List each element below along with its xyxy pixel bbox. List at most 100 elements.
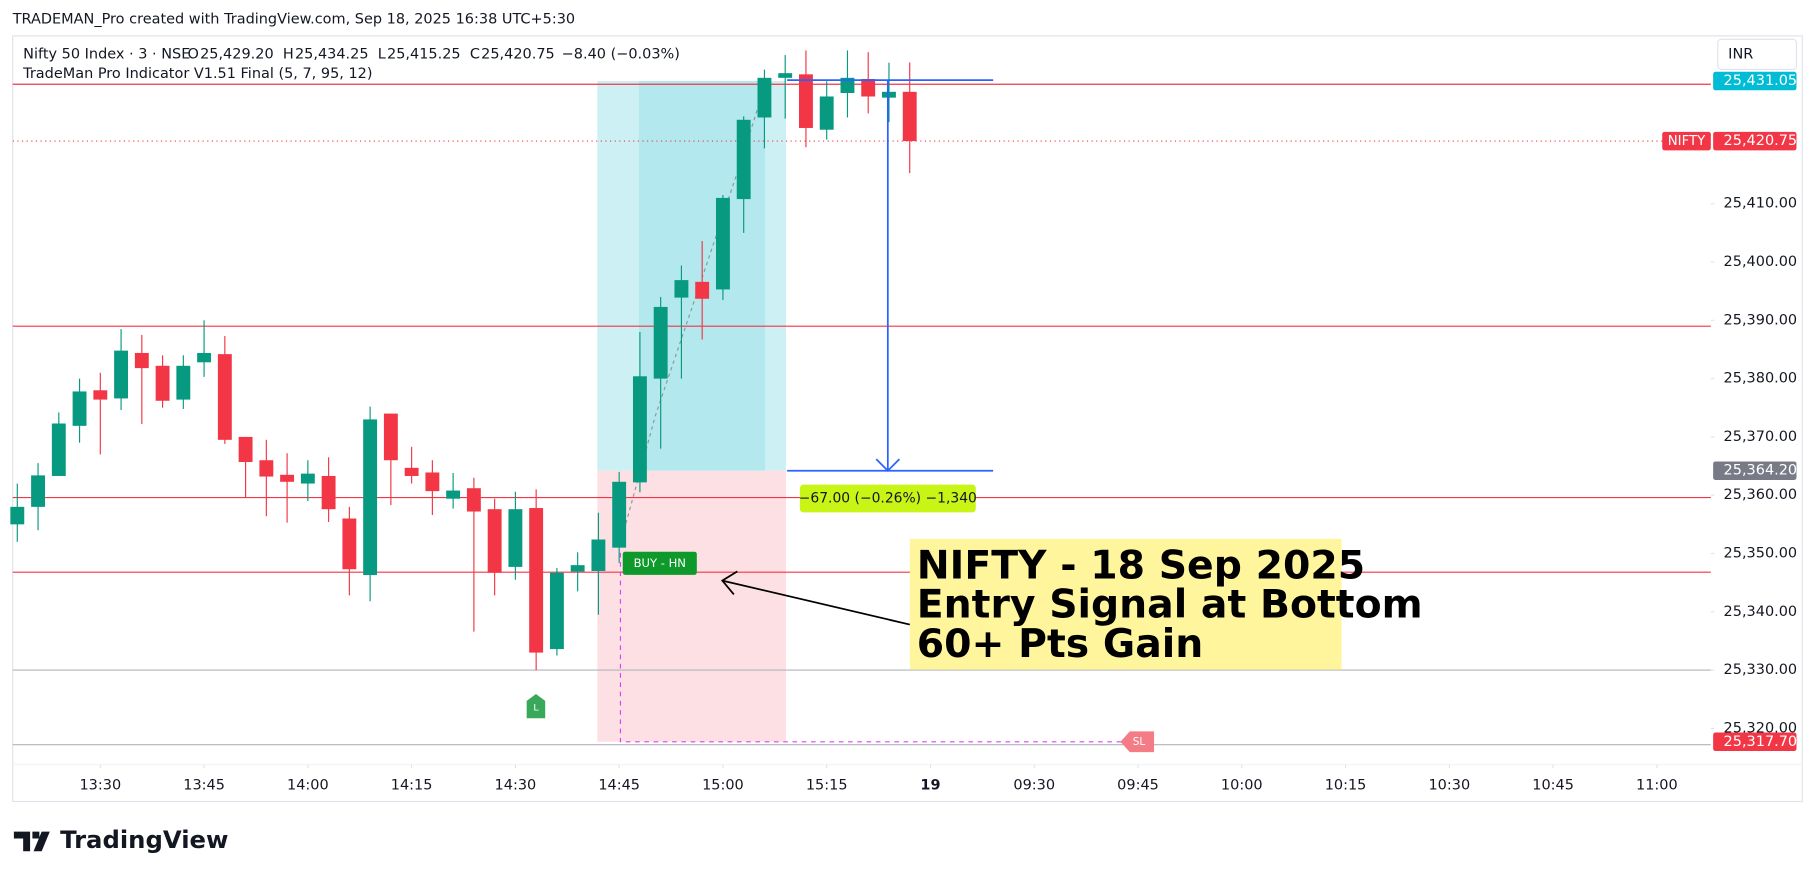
candle-body <box>300 473 315 484</box>
plot-area: −67.00 (−0.26%) −1,340 BUY - HN L SL NIFTY -… <box>10 50 1711 753</box>
candle-body <box>404 467 419 476</box>
currency-label[interactable]: INR <box>1728 46 1753 62</box>
candle-body <box>466 488 481 512</box>
candle-body <box>363 419 378 576</box>
brand: TradingView <box>60 825 228 854</box>
annotation-box <box>909 538 1342 670</box>
y-tick-label: 25,400.00 <box>1724 254 1798 270</box>
candle-body <box>10 506 25 525</box>
x-tick-label: 10:00 <box>1221 777 1263 793</box>
symbol-label: Nifty 50 Index · 3 · NSE <box>23 46 190 62</box>
legend-key: O <box>188 46 199 62</box>
low-signal: L <box>533 702 539 713</box>
candle-body <box>31 475 45 507</box>
x-tick-label: 10:45 <box>1532 777 1574 793</box>
annotation-line: Entry Signal at Bottom <box>917 582 1423 628</box>
stop-zone <box>597 470 786 742</box>
logo-icon <box>13 831 50 852</box>
y-tick-label: 25,330.00 <box>1724 662 1798 678</box>
credit-line: TRADEMAN_Pro created with TradingView.co… <box>12 12 575 28</box>
price-tag <box>1713 461 1797 480</box>
candle-body <box>882 91 896 98</box>
y-tick-label: 25,360.00 <box>1724 487 1798 503</box>
x-tick-label: 15:15 <box>806 777 848 793</box>
candle-body <box>757 77 772 118</box>
buy-signal-box <box>622 551 697 575</box>
candle-body <box>653 306 668 379</box>
candle-body <box>72 391 87 426</box>
candle-body <box>529 508 544 653</box>
candle-body <box>861 78 876 97</box>
low-signal-box <box>526 693 546 719</box>
candle-body <box>840 77 855 93</box>
legend-change: −8.40 (−0.03%) <box>562 46 680 62</box>
measure-label: −67.00 (−0.26%) −1,340 <box>799 490 977 506</box>
annotation-line: 60+ Pts Gain <box>917 621 1204 667</box>
y-tick-label: 25,340.00 <box>1724 604 1798 620</box>
candle-body <box>695 281 710 299</box>
buy-signal: BUY - HN <box>634 556 686 570</box>
candle-body <box>819 96 834 130</box>
x-tick-label: 13:45 <box>183 777 225 793</box>
candle-body <box>902 91 917 142</box>
candle-body <box>383 413 398 461</box>
stop-signal: SL <box>1133 736 1146 748</box>
measure-arrowhead <box>875 458 901 472</box>
price-tag-label: 25,317.70 <box>1724 734 1798 750</box>
x-tick-label: 14:15 <box>391 777 433 793</box>
y-tick-label: 25,390.00 <box>1724 312 1798 328</box>
candle-body <box>342 518 357 570</box>
x-tick-label: 11:00 <box>1636 777 1678 793</box>
candle-body <box>197 352 212 363</box>
candle-body <box>446 490 461 499</box>
x-tick-label: 09:30 <box>1013 777 1055 793</box>
stop-signal-box <box>1120 731 1155 753</box>
candle-body <box>570 565 585 572</box>
candle-body <box>715 197 730 290</box>
candle-body <box>259 460 274 477</box>
y-tick-label: 25,380.00 <box>1724 371 1798 387</box>
candle-body <box>280 474 295 482</box>
measure-label-box <box>799 484 976 513</box>
candle-body <box>238 436 253 462</box>
x-tick-label: 15:00 <box>702 777 744 793</box>
legend-value: 25,429.20 <box>200 46 274 62</box>
legend-value: 25,434.25 <box>295 46 369 62</box>
price-tag-label: 25,431.05 <box>1724 73 1798 89</box>
legend-key: C <box>470 46 480 62</box>
candle-body <box>134 352 149 369</box>
candle-body <box>155 365 170 401</box>
annotation-arrowhead <box>720 570 738 596</box>
candle-body <box>176 365 191 400</box>
x-tick-label: 13:30 <box>79 777 121 793</box>
legend-key: L <box>378 46 386 62</box>
y-tick-label: 25,350.00 <box>1724 545 1798 561</box>
x-tick-label: 14:30 <box>495 777 537 793</box>
candle-body <box>321 475 336 510</box>
indicator-label: TradeMan Pro Indicator V1.51 Final (5, 7… <box>22 66 372 82</box>
ohlc-legend: O 25,429.20 H 25,434.25 L 25,415.25 C 25,420.75… <box>188 46 680 62</box>
price-tag <box>1713 732 1797 752</box>
x-tick-label: 10:15 <box>1325 777 1367 793</box>
x-tick-label: 19 <box>920 777 940 793</box>
candle-body <box>425 472 440 492</box>
candle-body <box>93 390 108 400</box>
annotation-arrow <box>722 579 911 626</box>
candle-body <box>612 481 627 548</box>
y-tick-label: 25,370.00 <box>1724 429 1798 445</box>
symbol-tag <box>1662 131 1711 151</box>
x-tick-label: 09:45 <box>1117 777 1159 793</box>
legend-value: 25,415.25 <box>387 46 461 62</box>
x-tick-label: 14:45 <box>598 777 640 793</box>
candle-body <box>217 354 232 440</box>
legend-key: H <box>283 46 294 62</box>
currency-box[interactable] <box>1717 38 1798 70</box>
annotation-line: NIFTY - 18 Sep 2025 <box>917 542 1365 588</box>
candle-body <box>591 539 606 571</box>
candle-body <box>114 350 129 399</box>
symbol-tag-label: NIFTY <box>1668 134 1706 149</box>
y-tick-label: 25,320.00 <box>1724 720 1798 736</box>
candle-body <box>674 280 689 298</box>
